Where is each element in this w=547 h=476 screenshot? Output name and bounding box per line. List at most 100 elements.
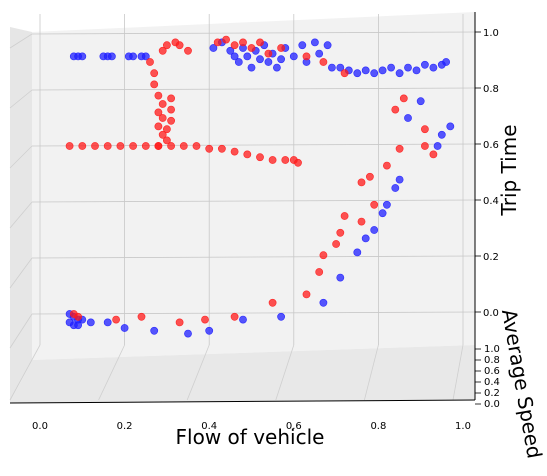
side-gridline	[9, 145, 33, 169]
data-point	[137, 312, 146, 321]
data-point	[192, 142, 201, 150]
data-point	[209, 44, 218, 52]
data-point	[429, 63, 438, 72]
data-point	[184, 329, 192, 338]
data-point	[74, 321, 82, 330]
side-gridline	[9, 201, 33, 229]
data-point	[391, 105, 400, 114]
data-point	[391, 184, 400, 192]
data-point	[294, 158, 302, 167]
y-axis-label: Average Speed	[497, 307, 547, 460]
data-point	[404, 114, 412, 122]
data-point	[162, 41, 171, 50]
data-point	[416, 97, 425, 106]
data-point	[243, 52, 252, 61]
data-point	[129, 142, 137, 150]
data-point	[420, 125, 429, 134]
data-point	[446, 122, 455, 131]
data-point	[154, 91, 163, 100]
z-tick-label: 0.6	[483, 140, 499, 151]
data-point	[395, 175, 404, 184]
data-point	[158, 100, 167, 108]
data-point	[315, 49, 324, 58]
data-point	[150, 80, 159, 89]
data-point	[323, 41, 332, 50]
data-point	[370, 69, 379, 78]
data-point	[289, 52, 298, 61]
data-point	[74, 312, 82, 321]
y-tick-label: 0.2	[484, 388, 500, 399]
data-point	[268, 156, 277, 164]
data-point	[298, 41, 307, 50]
data-point	[230, 52, 239, 61]
data-point	[336, 228, 345, 237]
z-gridline	[31, 31, 476, 35]
floor-gridline	[98, 344, 125, 401]
data-point	[234, 58, 243, 66]
data-point	[272, 63, 281, 72]
side-gridline	[9, 313, 33, 349]
data-point	[158, 46, 167, 55]
data-point	[205, 326, 214, 335]
tick-label-layer: 0.0 0.2 0.4 0.6 0.8 1.00.00.20.40.60.81.01.00…	[32, 28, 500, 432]
data-point	[264, 58, 273, 66]
data-point	[213, 38, 222, 47]
y-tick-label: 1.0	[484, 344, 500, 355]
data-point	[154, 122, 163, 131]
data-point	[150, 69, 159, 78]
data-point	[277, 55, 285, 64]
data-point	[370, 226, 379, 234]
data-point	[264, 49, 273, 58]
y-tick-label: 0.0	[484, 399, 500, 410]
data-point	[217, 144, 226, 153]
data-point	[179, 142, 188, 150]
data-point	[162, 125, 171, 134]
data-point	[332, 240, 340, 248]
data-point	[399, 94, 408, 103]
data-point	[222, 35, 230, 44]
data-point	[167, 105, 175, 114]
data-point	[302, 290, 311, 299]
data-point	[103, 318, 112, 327]
x-axis-line	[9, 399, 476, 404]
data-point	[387, 63, 395, 72]
data-point	[315, 268, 324, 276]
x-tick-label: 0.2	[117, 421, 133, 432]
data-point	[256, 55, 264, 64]
data-point	[247, 44, 256, 52]
z-tick-label: 1.0	[483, 28, 499, 39]
data-point	[158, 114, 167, 122]
data-point	[167, 94, 175, 103]
z-gridline	[31, 199, 476, 203]
data-point	[65, 142, 74, 150]
z-tick-label: 0.8	[483, 84, 499, 95]
z-gridline	[31, 255, 476, 259]
data-point	[365, 172, 374, 181]
data-point	[357, 178, 366, 187]
data-point	[175, 41, 184, 50]
data-point	[281, 156, 290, 164]
data-point	[205, 144, 214, 153]
data-point	[353, 69, 362, 78]
data-point	[175, 318, 184, 327]
data-point	[442, 58, 450, 66]
data-point	[437, 130, 446, 139]
data-point	[230, 147, 239, 156]
data-point	[167, 142, 175, 150]
data-point	[154, 108, 163, 117]
data-point	[158, 130, 167, 139]
data-point	[141, 52, 150, 61]
data-point	[103, 142, 112, 150]
data-point	[184, 46, 192, 55]
data-point	[310, 38, 319, 47]
data-point	[146, 58, 154, 66]
data-point	[420, 142, 429, 150]
data-point	[247, 63, 256, 72]
data-point	[302, 52, 311, 61]
data-point	[433, 142, 442, 150]
x-tick-label: 1.0	[455, 421, 471, 432]
data-point	[162, 136, 171, 145]
data-point	[395, 69, 404, 78]
floor-pane	[10, 345, 475, 403]
